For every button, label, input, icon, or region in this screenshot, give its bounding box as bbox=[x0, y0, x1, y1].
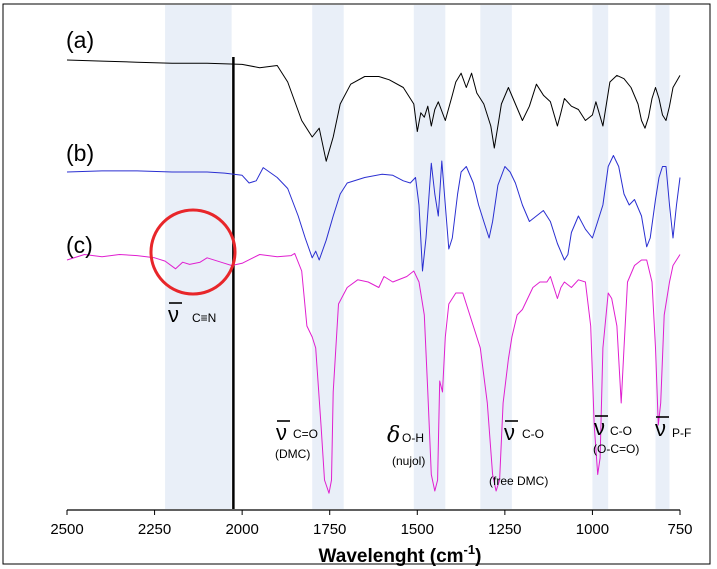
annotation-cn-symbol: ν bbox=[168, 302, 179, 327]
highlight-band-5 bbox=[655, 5, 670, 509]
spectra-series bbox=[66, 59, 681, 494]
series-line-2 bbox=[66, 252, 681, 494]
x-tick-label-2250: 2250 bbox=[138, 521, 171, 538]
annotation-co-oco-sub: C-O bbox=[610, 424, 632, 438]
trace-label-a: (a) bbox=[66, 27, 94, 53]
annotation-co-dmc-sub: C=O bbox=[293, 427, 318, 441]
x-axis-ticks: 2500 2250 2000 1750 1500 1250 1000 750 bbox=[50, 510, 693, 538]
x-axis-title-main: Wavelenght (cm bbox=[319, 546, 464, 567]
highlight-band-4 bbox=[592, 5, 609, 509]
annotation-co-oco: ν C-O (O-C=O) bbox=[593, 415, 639, 456]
annotation-co-free: ν C-O (free DMC) bbox=[489, 420, 548, 488]
annotation-co-dmc-symbol: ν bbox=[276, 420, 287, 445]
highlight-band-1 bbox=[312, 5, 344, 509]
x-tick-label-1000: 1000 bbox=[576, 521, 609, 538]
series-line-1 bbox=[66, 155, 681, 272]
x-tick-label-750: 750 bbox=[667, 521, 692, 538]
annotation-pf-symbol: ν bbox=[655, 416, 666, 441]
x-tick-label-1500: 1500 bbox=[401, 521, 434, 538]
x-tick-label-2500: 2500 bbox=[50, 521, 83, 538]
x-tick-label-1250: 1250 bbox=[488, 521, 521, 538]
annotation-oh-note: (nujol) bbox=[392, 454, 425, 468]
trace-label-c: (c) bbox=[66, 232, 93, 258]
annotation-co-oco-symbol: ν bbox=[594, 415, 605, 440]
cn-highlight-circle bbox=[149, 208, 237, 296]
annotation-pf-sub: P-F bbox=[672, 426, 691, 440]
highlight-band-0 bbox=[165, 5, 232, 509]
annotation-cn-sub: C≡N bbox=[192, 311, 216, 325]
highlight-band-3 bbox=[480, 5, 512, 509]
trace-label-b: (b) bbox=[66, 140, 94, 166]
x-tick-label-1750: 1750 bbox=[313, 521, 346, 538]
annotation-co-dmc-note: (DMC) bbox=[275, 447, 310, 461]
series-line-0 bbox=[66, 59, 681, 162]
x-tick-label-2000: 2000 bbox=[225, 521, 258, 538]
trace-labels: (a) (b) (c) bbox=[66, 27, 94, 258]
annotation-co-free-symbol: ν bbox=[504, 420, 515, 445]
annotation-oh-symbol: δ bbox=[387, 423, 400, 448]
annotation-co-free-sub: C-O bbox=[522, 427, 544, 441]
plot-border bbox=[2, 3, 711, 565]
annotation-co-dmc: ν C=O (DMC) bbox=[275, 420, 318, 461]
x-axis-title: Wavelenght (cm-1) bbox=[319, 542, 482, 567]
annotation-co-free-note: (free DMC) bbox=[489, 474, 548, 488]
highlight-bands bbox=[165, 5, 670, 509]
annotation-cn: ν C≡N bbox=[168, 302, 216, 327]
annotation-pf: ν P-F bbox=[655, 416, 691, 441]
annotation-oh-sub: O-H bbox=[402, 431, 424, 445]
x-axis-title-tail: ) bbox=[475, 546, 481, 567]
x-axis-title-sup: -1 bbox=[464, 542, 476, 557]
annotation-oh: δ O-H (nujol) bbox=[387, 423, 425, 468]
annotation-co-oco-note: (O-C=O) bbox=[593, 442, 639, 456]
